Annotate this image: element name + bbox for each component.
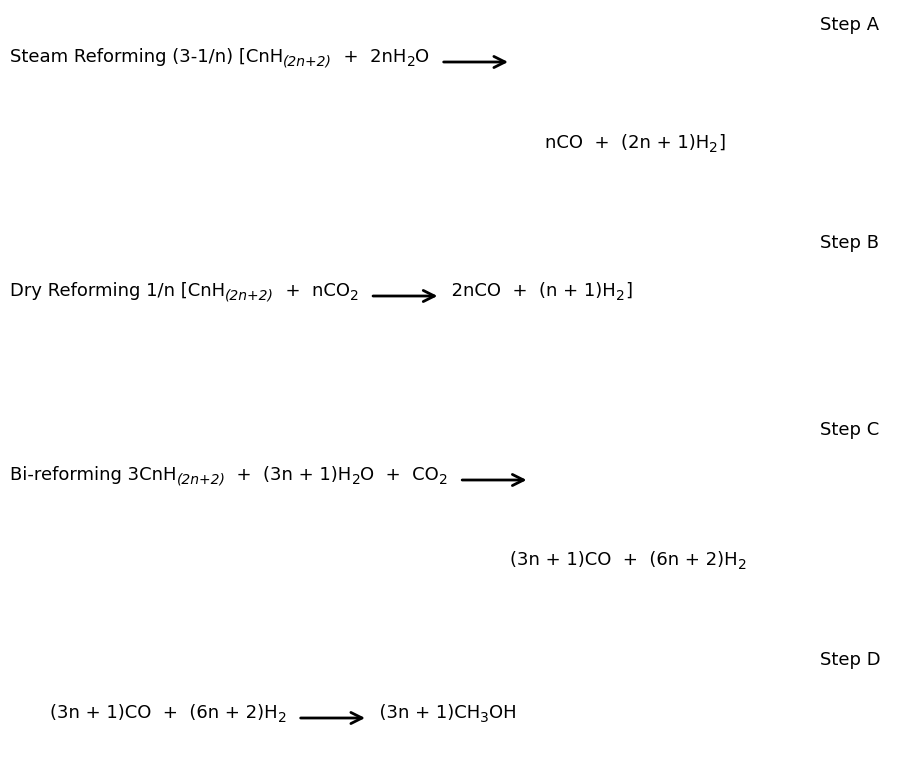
Text: 3: 3 <box>480 711 489 725</box>
Text: (2n+2): (2n+2) <box>176 473 225 487</box>
Text: OH: OH <box>489 704 517 722</box>
Text: +  nCO: + nCO <box>274 282 350 300</box>
Text: (3n + 1)CH: (3n + 1)CH <box>368 704 480 722</box>
Text: Dry Reforming 1/n [CnH: Dry Reforming 1/n [CnH <box>10 282 225 300</box>
Text: 2: 2 <box>709 141 718 155</box>
Text: Step A: Step A <box>820 16 879 34</box>
Text: ]: ] <box>625 282 632 300</box>
Text: +  2nH: + 2nH <box>332 48 407 66</box>
Text: (3n + 1)CO  +  (6n + 2)H: (3n + 1)CO + (6n + 2)H <box>50 704 277 722</box>
Text: 2: 2 <box>439 473 448 487</box>
Text: Steam Reforming (3-1/n) [CnH: Steam Reforming (3-1/n) [CnH <box>10 48 283 66</box>
Text: 2: 2 <box>738 558 746 572</box>
Text: (2n+2): (2n+2) <box>284 55 332 69</box>
Text: nCO  +  (2n + 1)H: nCO + (2n + 1)H <box>545 134 709 152</box>
Text: Step C: Step C <box>820 421 879 439</box>
Text: Bi-reforming 3CnH: Bi-reforming 3CnH <box>10 466 176 484</box>
Text: 2: 2 <box>350 289 359 303</box>
Text: Step D: Step D <box>820 651 880 669</box>
Text: 2: 2 <box>277 711 286 725</box>
Text: (2n+2): (2n+2) <box>225 289 274 303</box>
Text: 2: 2 <box>407 55 415 69</box>
Text: 2: 2 <box>616 289 625 303</box>
Text: 2: 2 <box>352 473 360 487</box>
Text: ]: ] <box>718 134 725 152</box>
Text: +  (3n + 1)H: + (3n + 1)H <box>225 466 352 484</box>
Text: 2nCO  +  (n + 1)H: 2nCO + (n + 1)H <box>440 282 616 300</box>
Text: O  +  CO: O + CO <box>360 466 439 484</box>
Text: Step B: Step B <box>820 234 879 252</box>
Text: O: O <box>415 48 441 66</box>
Text: (3n + 1)CO  +  (6n + 2)H: (3n + 1)CO + (6n + 2)H <box>510 551 738 569</box>
